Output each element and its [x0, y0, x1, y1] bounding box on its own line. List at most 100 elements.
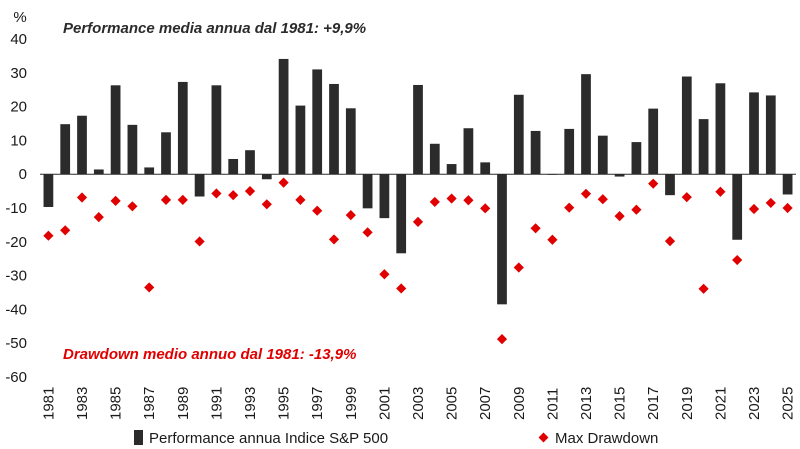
y-tick-label: -10 — [5, 200, 27, 217]
drawdown-point — [295, 194, 306, 205]
x-tick-label: 1989 — [175, 387, 192, 420]
y-tick-label: -50 — [5, 335, 27, 352]
performance-bar — [463, 128, 474, 175]
drawdown-point — [312, 205, 323, 216]
y-tick-label: -60 — [5, 369, 27, 386]
drawdown-point — [261, 199, 272, 210]
performance-bar — [732, 174, 743, 240]
drawdown-point — [480, 203, 491, 214]
drawdown-point — [177, 194, 188, 205]
performance-bar — [295, 105, 306, 175]
x-tick-label: 2023 — [746, 387, 763, 420]
x-tick-label: 2019 — [679, 387, 696, 420]
performance-bar — [345, 108, 356, 175]
performance-bar — [228, 158, 239, 175]
performance-bar — [413, 84, 423, 175]
performance-bar — [648, 108, 659, 175]
performance-bar — [312, 69, 323, 175]
performance-bar — [665, 174, 675, 196]
x-tick-label: 2009 — [511, 387, 528, 420]
performance-bar — [530, 130, 541, 175]
x-tick-label: 1981 — [40, 387, 57, 420]
y-tick-label: -20 — [5, 234, 27, 251]
performance-bar — [211, 85, 222, 175]
drawdown-point — [597, 194, 608, 205]
drawdown-point — [698, 283, 709, 294]
performance-bar — [60, 124, 71, 175]
y-tick-label: 40 — [10, 31, 27, 48]
x-tick-label: 2013 — [578, 387, 595, 420]
x-tick-label: 1993 — [242, 387, 259, 420]
legend-diamond-label: Max Drawdown — [555, 430, 658, 447]
drawdown-point — [446, 193, 457, 204]
drawdown-point — [580, 188, 592, 199]
y-unit-label: % — [13, 9, 26, 26]
x-tick-label: 1983 — [74, 387, 91, 420]
drawdown-point — [715, 186, 726, 197]
x-tick-label: 2017 — [645, 387, 662, 420]
performance-bar — [144, 167, 155, 175]
x-tick-label: 2005 — [444, 387, 461, 420]
performance-bar — [446, 164, 457, 175]
drawdown-point — [664, 236, 676, 247]
drawdown-point — [194, 236, 205, 247]
drawdown-point — [496, 334, 508, 345]
x-axis-tick-labels: 1981 1983 1985 1987 1989 1991 1993 1995 1997 1999… — [40, 387, 796, 420]
drawdown-point — [530, 223, 541, 234]
performance-bar — [43, 174, 54, 207]
drawdown-point — [244, 186, 256, 197]
performance-bar — [278, 58, 289, 175]
drawdown-point — [379, 269, 390, 280]
drawdown-point — [782, 202, 793, 214]
x-tick-label: 1987 — [141, 387, 158, 420]
legend-bar-swatch — [134, 430, 143, 445]
drawdown-point — [93, 212, 104, 223]
drawdown-point — [362, 227, 373, 238]
x-tick-label: 1991 — [208, 387, 225, 420]
drawdown-point — [614, 211, 625, 222]
performance-bar — [362, 174, 373, 209]
y-tick-label: -30 — [5, 268, 27, 285]
performance-bar — [93, 169, 104, 175]
drawdown-point — [463, 195, 474, 206]
drawdown-point — [160, 194, 172, 205]
drawdown-point — [228, 190, 239, 201]
drawdown-point — [748, 203, 760, 215]
drawdown-point — [43, 230, 54, 241]
drawdown-point — [429, 196, 440, 208]
x-tick-label: 1985 — [108, 387, 125, 420]
legend-diamond-swatch — [538, 432, 549, 443]
performance-bar — [698, 119, 709, 175]
y-tick-label: 0 — [19, 166, 27, 183]
performance-bar — [77, 115, 87, 175]
drawdown-point — [76, 192, 88, 203]
bar-series — [43, 58, 793, 305]
performance-bar — [614, 174, 625, 177]
drawdown-point — [648, 178, 659, 189]
drawdown-point — [328, 234, 340, 245]
x-tick-label: 2015 — [612, 387, 629, 420]
drawdown-point — [631, 204, 642, 215]
x-tick-label: 2011 — [544, 388, 561, 420]
drawdown-point — [547, 234, 558, 245]
y-tick-label: 20 — [10, 99, 27, 116]
performance-bar — [194, 174, 205, 197]
performance-bar — [749, 92, 759, 175]
performance-bar — [765, 95, 776, 175]
drawdown-point — [345, 210, 356, 221]
performance-bar — [480, 162, 491, 175]
legend: Performance annua Indice S&P 500 Max Dra… — [134, 430, 658, 447]
performance-bar — [715, 83, 726, 175]
performance-bar — [261, 174, 272, 180]
legend-bar-label: Performance annua Indice S&P 500 — [149, 430, 388, 447]
performance-bar — [631, 142, 642, 175]
drawdown-point — [765, 197, 776, 209]
x-tick-label: 2021 — [712, 387, 729, 420]
drawdown-point — [211, 188, 222, 199]
performance-bar — [110, 85, 121, 175]
performance-bar — [161, 132, 171, 175]
drawdown-point — [681, 192, 692, 203]
y-tick-label: -40 — [5, 301, 27, 318]
annotation-performance: Performance media annua dal 1981: +9,9% — [63, 20, 366, 37]
